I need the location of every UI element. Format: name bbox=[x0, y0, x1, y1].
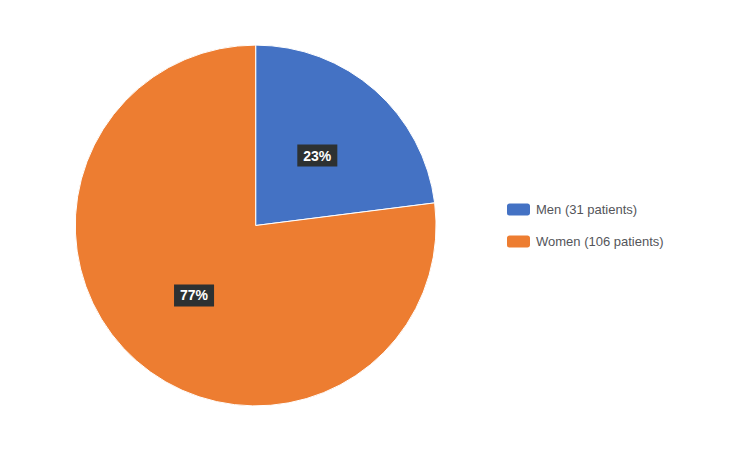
svg-text:77%: 77% bbox=[180, 287, 209, 303]
svg-text:23%: 23% bbox=[303, 148, 332, 164]
svg-text:Women (106 patients): Women (106 patients) bbox=[536, 234, 664, 249]
svg-text:Men (31 patients): Men (31 patients) bbox=[536, 202, 637, 217]
